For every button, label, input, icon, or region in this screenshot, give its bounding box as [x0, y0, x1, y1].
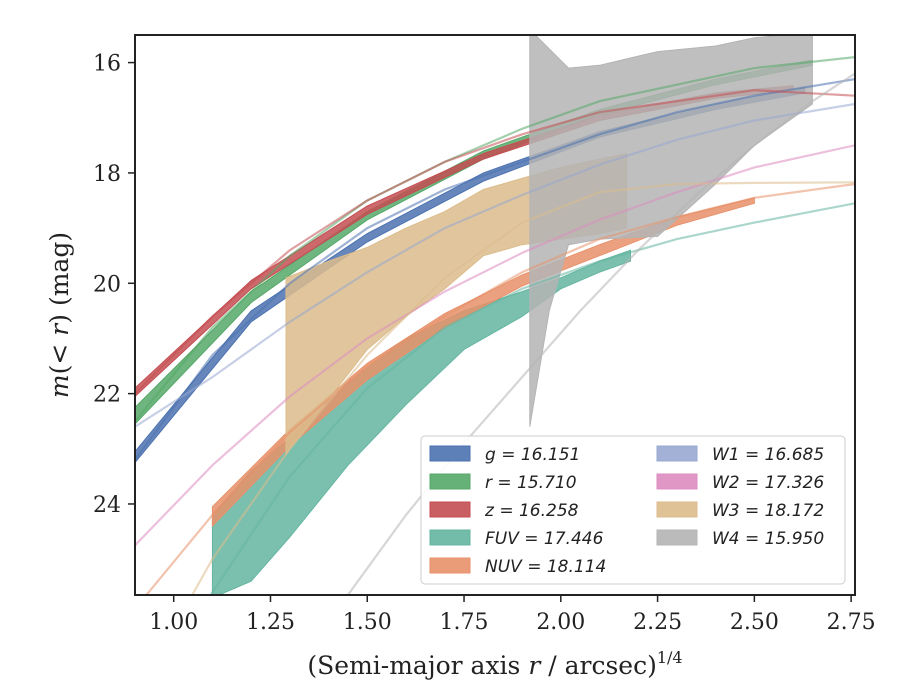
legend: g = 16.151 r = 15.710 z = 16.258 FUV = 17.4…	[420, 435, 846, 585]
x-tick-label: 1.75	[440, 610, 489, 635]
y-ticks: 16 18 20 22 24	[93, 52, 135, 518]
y-axis-label: m(< r) (mag)	[45, 232, 74, 398]
x-axis-label: (Semi-major axis r / arcsec)1/4	[307, 648, 682, 680]
legend-label: FUV = 17.446	[485, 529, 604, 549]
legend-swatch	[656, 529, 698, 546]
legend-swatch	[429, 501, 471, 518]
y-tick-label: 22	[93, 383, 121, 408]
legend-swatch	[429, 473, 471, 490]
y-tick-label: 16	[93, 52, 121, 77]
y-tick-label: 20	[93, 272, 121, 297]
series-line-g	[135, 78, 855, 461]
legend-label: W2 = 17.326	[712, 473, 824, 493]
x-tick-label: 2.75	[827, 610, 876, 635]
legend-box	[420, 435, 846, 585]
x-tick-label: 1.00	[149, 610, 198, 635]
x-tick-label: 2.50	[730, 610, 779, 635]
series-line-w1	[135, 102, 855, 428]
legend-label: W1 = 16.685	[712, 445, 824, 465]
x-tick-label: 2.00	[536, 610, 585, 635]
y-tick-label: 24	[93, 493, 121, 518]
series-line-nuv	[144, 182, 855, 595]
legend-label: NUV = 18.114	[485, 557, 606, 577]
legend-entries: g = 16.151 r = 15.710 z = 16.258 FUV = 17.4…	[429, 445, 824, 577]
x-tick-label: 1.25	[246, 610, 295, 635]
x-tick-label: 2.25	[633, 610, 682, 635]
series-line-z	[135, 89, 855, 395]
legend-swatch	[429, 557, 471, 574]
legend-swatch	[429, 529, 471, 546]
legend-swatch	[656, 473, 698, 490]
legend-swatch	[656, 501, 698, 518]
legend-label: z = 16.258	[484, 501, 579, 521]
legend-label: r = 15.710	[485, 473, 577, 493]
legend-label: W3 = 18.172	[712, 501, 824, 521]
legend-label: g = 16.151	[485, 445, 580, 465]
legend-label: W4 = 15.950	[712, 529, 824, 549]
y-tick-label: 18	[93, 162, 121, 187]
x-tick-label: 1.50	[343, 610, 392, 635]
series-line-r	[135, 56, 855, 422]
plot-frame	[134, 34, 856, 596]
legend-swatch	[656, 445, 698, 462]
legend-swatch	[429, 445, 471, 462]
series-line-fuv	[209, 202, 855, 595]
series-line-w3	[191, 181, 855, 595]
series-band-nuv	[211, 197, 755, 528]
x-ticks: 1.00 1.25 1.50 1.75 2.00 2.25 2.50 2.75	[149, 595, 876, 635]
